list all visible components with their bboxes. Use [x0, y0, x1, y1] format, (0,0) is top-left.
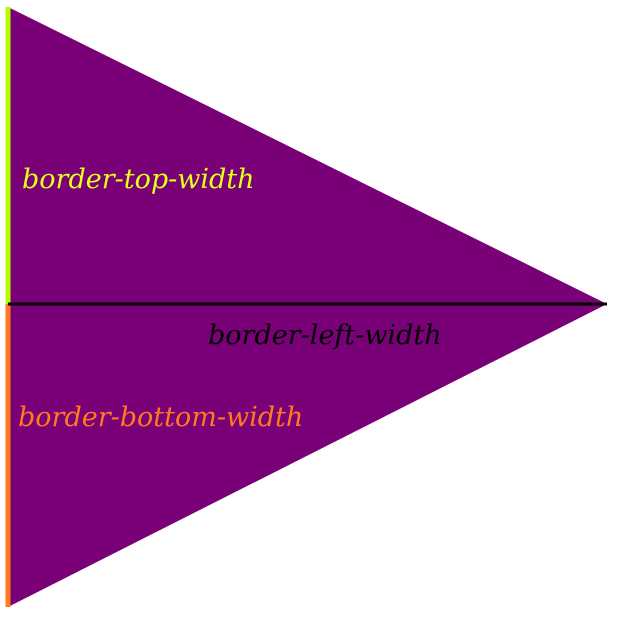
- border-bottom-width-label: border-bottom-width: [18, 402, 304, 433]
- border-top-width-label: border-top-width: [22, 164, 255, 195]
- triangle-shape: [8, 7, 607, 607]
- border-left-width-label: border-left-width: [208, 320, 442, 351]
